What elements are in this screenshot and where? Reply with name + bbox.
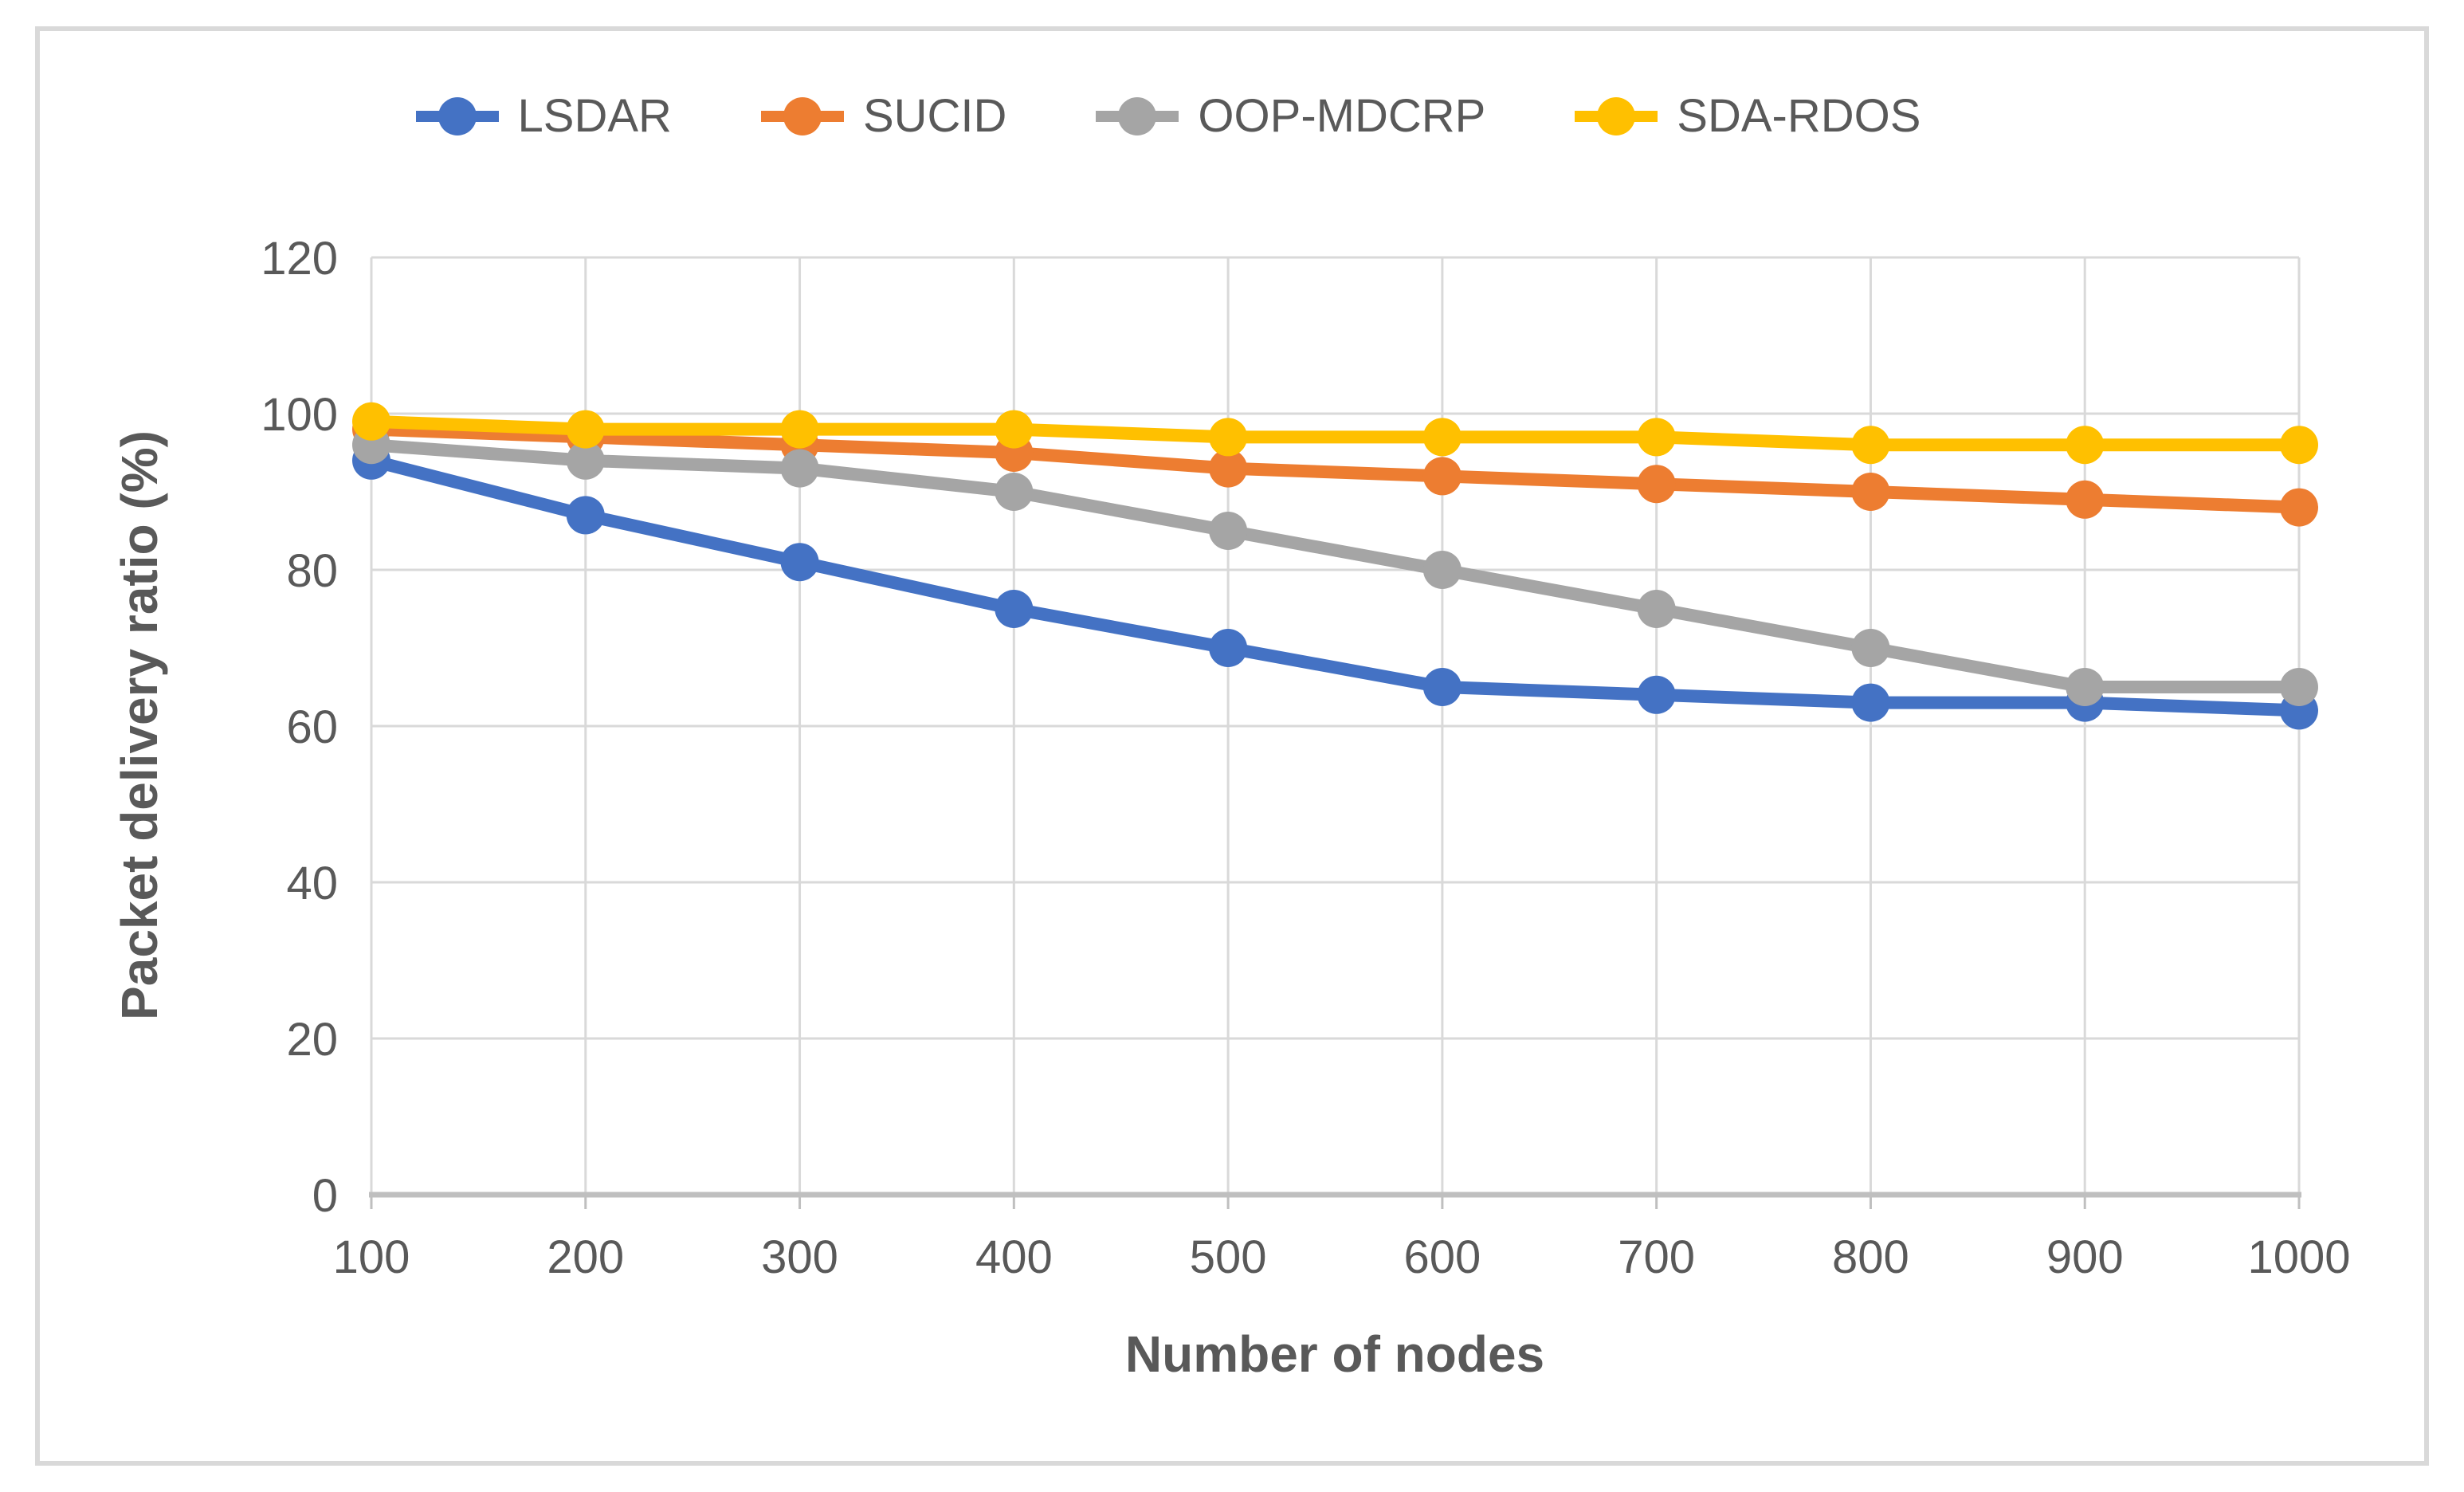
legend-dot-icon [1597,96,1636,135]
series-line-LSDAR [365,453,2305,717]
y-tick-label: 20 [286,1014,338,1066]
legend-marker-icon [415,96,499,137]
x-tick-label: 400 [975,1231,1053,1283]
data-point-marker-LSDAR [1422,668,1462,706]
data-point-marker-OOP-MDCRP [1422,551,1462,589]
x-tick-label: 900 [2046,1231,2124,1283]
x-tick-label: 200 [547,1231,624,1283]
legend-item-OOP-MDCRP: OOP-MDCRP [1096,89,1485,143]
legend-item-LSDAR: LSDAR [415,89,672,143]
axes-group [369,1192,2301,1209]
series-line-SUCID [365,422,2305,514]
data-point-marker-LSDAR [566,496,605,535]
legend-dot-icon [1118,96,1157,135]
data-point-marker-SUCID [1637,465,1676,504]
series-line-SDA-RDOS [365,414,2305,452]
legend-marker-icon [760,96,844,137]
legend-label: LSDAR [517,90,672,142]
legend: LSDAR SUCID OOP-MDCRP SDA-RDOS [0,89,2400,143]
data-point-marker-LSDAR [1851,683,1890,722]
data-point-marker-SDA-RDOS [780,410,819,449]
legend-dot-icon [437,96,477,135]
data-point-marker-LSDAR [780,543,819,582]
data-point-marker-LSDAR [1637,675,1676,714]
legend-item-SUCID: SUCID [760,89,1007,143]
series-line-OOP-MDCRP [365,438,2305,693]
data-point-marker-OOP-MDCRP [2280,668,2318,706]
data-point-marker-SUCID [1422,457,1462,496]
x-tick-label: 300 [761,1231,838,1283]
data-point-marker-OOP-MDCRP [2066,668,2105,706]
y-axis-title: Packet delivery ratio (%) [111,430,168,1020]
data-point-marker-SDA-RDOS [995,410,1034,449]
data-point-marker-SUCID [1851,473,1890,511]
tick-labels-group: 0 20 40 60 80 100 120 100 200 300 400 500 600 700 800 9… [261,233,2350,1283]
x-tick-label: 800 [1832,1231,1909,1283]
legend-item-SDA-RDOS: SDA-RDOS [1575,89,1921,143]
data-point-marker-SDA-RDOS [1851,426,1890,465]
data-point-marker-SDA-RDOS [1637,418,1676,457]
x-tick-label: 100 [333,1231,410,1283]
series-group [352,402,2318,730]
data-point-marker-OOP-MDCRP [1209,512,1248,550]
data-point-marker-SDA-RDOS [1209,418,1248,457]
x-axis-title: Number of nodes [1124,1325,1545,1383]
y-tick-label: 80 [286,545,338,597]
data-point-marker-OOP-MDCRP [566,441,605,480]
legend-label: SUCID [862,90,1007,142]
data-point-marker-SDA-RDOS [2280,426,2318,465]
legend-label: SDA-RDOS [1677,90,1921,142]
data-point-marker-SDA-RDOS [352,402,390,441]
data-point-marker-SDA-RDOS [1422,418,1462,457]
legend-marker-icon [1096,96,1179,137]
data-point-marker-SDA-RDOS [566,410,605,449]
data-point-marker-SUCID [2280,488,2318,527]
gridlines-group [370,256,2301,1195]
data-point-marker-SDA-RDOS [2066,426,2105,465]
data-point-marker-LSDAR [995,590,1034,628]
data-point-marker-OOP-MDCRP [995,473,1034,511]
data-point-marker-SUCID [2066,480,2105,519]
data-point-marker-LSDAR [1209,629,1248,667]
chart-frame-border [35,26,2429,1466]
y-tick-label: 120 [261,233,338,285]
x-tick-label: 700 [1618,1231,1695,1283]
y-tick-label: 60 [286,701,338,753]
x-tick-label: 600 [1403,1231,1481,1283]
y-tick-label: 0 [312,1170,338,1222]
y-tick-label: 40 [286,858,338,909]
legend-label: OOP-MDCRP [1198,90,1486,142]
y-tick-label: 100 [261,389,338,441]
x-tick-label: 1000 [2247,1231,2350,1283]
data-point-marker-SUCID [1209,449,1248,488]
data-point-marker-OOP-MDCRP [1637,590,1676,628]
x-tick-label: 500 [1190,1231,1267,1283]
data-point-marker-OOP-MDCRP [1851,629,1890,667]
legend-marker-icon [1575,96,1658,137]
data-point-marker-OOP-MDCRP [780,449,819,488]
legend-dot-icon [783,96,822,135]
